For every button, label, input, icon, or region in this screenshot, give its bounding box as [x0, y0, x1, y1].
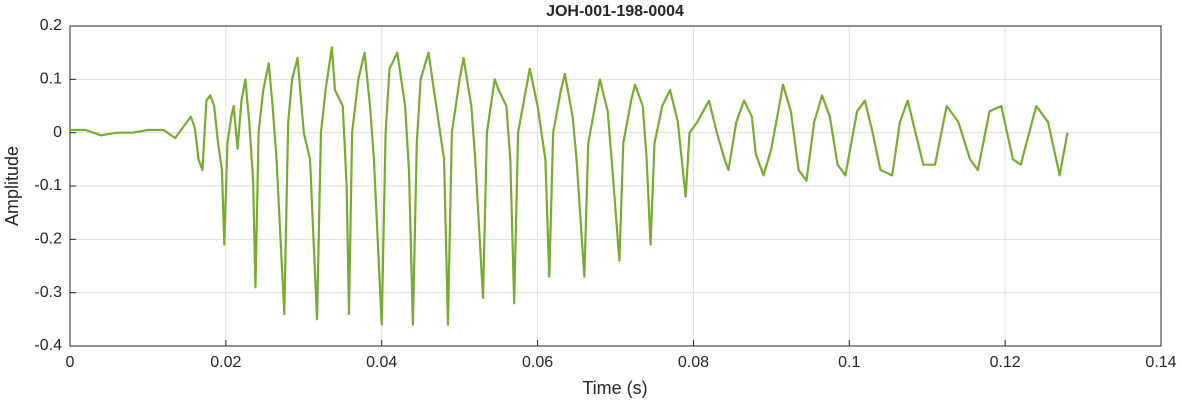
line-series — [70, 46, 1069, 326]
x-tick-label: 0.04 — [366, 354, 397, 371]
x-axis-label: Time (s) — [582, 378, 647, 398]
x-tick-label: 0.02 — [210, 354, 241, 371]
y-tick-label: -0.1 — [34, 177, 62, 194]
x-tick-label: 0.12 — [990, 354, 1021, 371]
y-tick-label: 0.2 — [40, 17, 62, 34]
x-tick-label: 0.06 — [522, 354, 553, 371]
plot-frame — [69, 25, 1162, 347]
y-tick-label: 0 — [53, 124, 62, 141]
y-tick-label: -0.2 — [34, 231, 62, 248]
x-tick-label: 0.08 — [678, 354, 709, 371]
chart-title: JOH-001-198-0004 — [546, 3, 684, 20]
y-tick-label: -0.3 — [34, 284, 62, 301]
x-tick-label: 0.1 — [838, 354, 860, 371]
y-axis-label: Amplitude — [2, 146, 22, 226]
y-tick-label: 0.1 — [40, 71, 62, 88]
y-tick-label: -0.4 — [34, 337, 62, 354]
x-tick-label: 0.14 — [1145, 354, 1176, 371]
x-tick-label: 0 — [66, 354, 75, 371]
